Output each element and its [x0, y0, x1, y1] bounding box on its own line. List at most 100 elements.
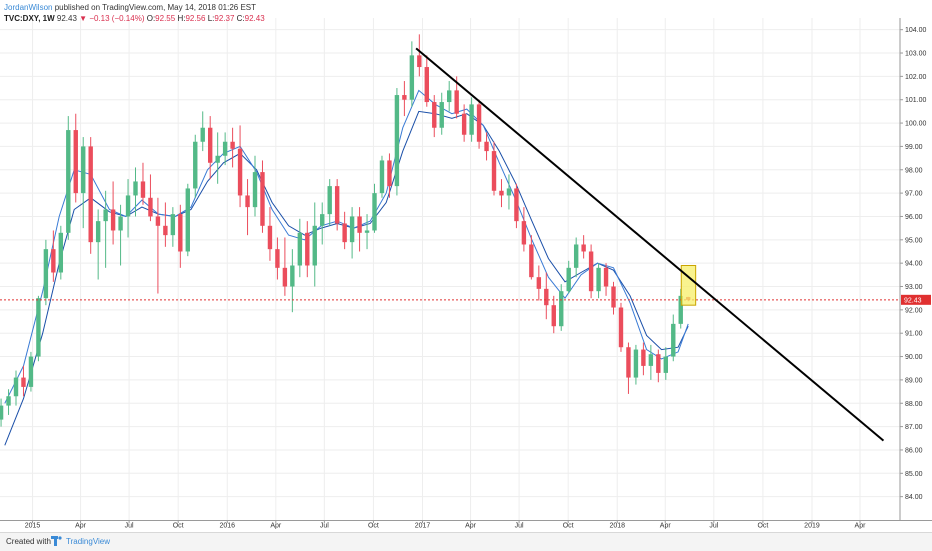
candle-body[interactable]	[603, 267, 609, 287]
candle-body[interactable]	[417, 55, 422, 68]
candle-body[interactable]	[342, 223, 347, 243]
candle[interactable]	[320, 202, 325, 245]
candle[interactable]	[58, 225, 64, 280]
candle[interactable]	[641, 342, 646, 376]
candle-body[interactable]	[237, 148, 243, 196]
candle[interactable]	[678, 288, 683, 329]
candle-body[interactable]	[409, 55, 415, 100]
candle[interactable]	[394, 88, 400, 196]
candle-body[interactable]	[446, 90, 452, 103]
candle[interactable]	[200, 111, 205, 152]
candle[interactable]	[222, 132, 228, 166]
candle-body[interactable]	[193, 141, 198, 189]
candle[interactable]	[297, 218, 303, 278]
candle-body[interactable]	[521, 221, 527, 245]
candle-body[interactable]	[118, 216, 123, 231]
candle-body[interactable]	[678, 295, 683, 324]
candle-body[interactable]	[6, 396, 11, 406]
candle-body[interactable]	[596, 267, 601, 292]
candle[interactable]	[125, 179, 131, 238]
candle-body[interactable]	[125, 195, 131, 217]
candle-body[interactable]	[559, 291, 564, 327]
candle-body[interactable]	[185, 188, 190, 252]
candle[interactable]	[379, 155, 385, 198]
candle[interactable]	[364, 214, 370, 250]
candle[interactable]	[110, 181, 116, 245]
candle[interactable]	[432, 95, 437, 138]
candle-body[interactable]	[671, 323, 676, 357]
candle-body[interactable]	[207, 127, 213, 163]
candle[interactable]	[424, 55, 429, 107]
candle-body[interactable]	[66, 130, 71, 233]
candle-body[interactable]	[297, 232, 303, 266]
candle-body[interactable]	[155, 216, 161, 226]
candle[interactable]	[155, 197, 161, 294]
candle-body[interactable]	[290, 265, 295, 287]
candle-body[interactable]	[73, 130, 78, 194]
candle-body[interactable]	[275, 249, 280, 268]
candle-body[interactable]	[544, 288, 549, 306]
candle-body[interactable]	[461, 113, 467, 135]
candle-body[interactable]	[334, 186, 340, 224]
candle[interactable]	[461, 104, 467, 142]
candle-body[interactable]	[222, 141, 228, 156]
candle-body[interactable]	[514, 188, 519, 222]
candle-body[interactable]	[618, 307, 624, 348]
candle-body[interactable]	[327, 186, 332, 215]
candle-body[interactable]	[424, 67, 429, 103]
candle[interactable]	[529, 235, 534, 280]
candle-body[interactable]	[656, 354, 661, 373]
candle[interactable]	[118, 204, 123, 266]
candle[interactable]	[327, 179, 332, 226]
candle[interactable]	[342, 211, 347, 250]
candle[interactable]	[267, 207, 273, 261]
candle-body[interactable]	[133, 181, 138, 196]
candle-body[interactable]	[110, 209, 116, 231]
candle[interactable]	[544, 272, 549, 320]
candle-body[interactable]	[394, 95, 400, 187]
candle-body[interactable]	[581, 244, 586, 252]
candle-body[interactable]	[402, 95, 407, 100]
candle-body[interactable]	[484, 141, 489, 152]
candle[interactable]	[409, 41, 415, 107]
candle-body[interactable]	[663, 356, 668, 373]
candle-body[interactable]	[312, 225, 317, 266]
candle[interactable]	[618, 302, 624, 352]
candle[interactable]	[312, 202, 317, 287]
candle-body[interactable]	[349, 216, 355, 243]
candle-body[interactable]	[163, 225, 168, 236]
candle[interactable]	[402, 81, 407, 117]
candle-body[interactable]	[28, 356, 34, 387]
candle[interactable]	[648, 344, 654, 380]
candle-body[interactable]	[282, 267, 288, 287]
candle[interactable]	[290, 249, 295, 313]
candle[interactable]	[573, 237, 579, 278]
candle[interactable]	[656, 349, 661, 383]
candle-body[interactable]	[387, 160, 392, 187]
candle-body[interactable]	[626, 347, 631, 378]
candle-body[interactable]	[469, 104, 474, 135]
candle-body[interactable]	[200, 127, 205, 142]
candle[interactable]	[51, 230, 56, 282]
candle[interactable]	[73, 113, 78, 203]
candle[interactable]	[245, 179, 250, 236]
candle[interactable]	[275, 237, 280, 280]
candle[interactable]	[469, 97, 474, 142]
candle[interactable]	[417, 34, 422, 77]
candle-body[interactable]	[633, 349, 639, 378]
candle[interactable]	[499, 179, 504, 208]
candle[interactable]	[13, 370, 19, 406]
candle-body[interactable]	[260, 172, 265, 226]
candle[interactable]	[148, 174, 153, 222]
price-axis[interactable]: 84.00 85.00 86.00 87.00 88.00 89.00 90.00 91.00…	[900, 27, 931, 501]
candle[interactable]	[36, 295, 41, 362]
candle-body[interactable]	[648, 354, 654, 366]
tradingview-brand-link[interactable]: TradingView	[66, 537, 111, 546]
candle-body[interactable]	[364, 230, 370, 233]
candle[interactable]	[349, 207, 355, 259]
candle-body[interactable]	[588, 251, 594, 292]
candle-body[interactable]	[379, 160, 385, 194]
candle[interactable]	[215, 132, 220, 184]
candle[interactable]	[81, 137, 86, 229]
candle-body[interactable]	[536, 277, 542, 289]
